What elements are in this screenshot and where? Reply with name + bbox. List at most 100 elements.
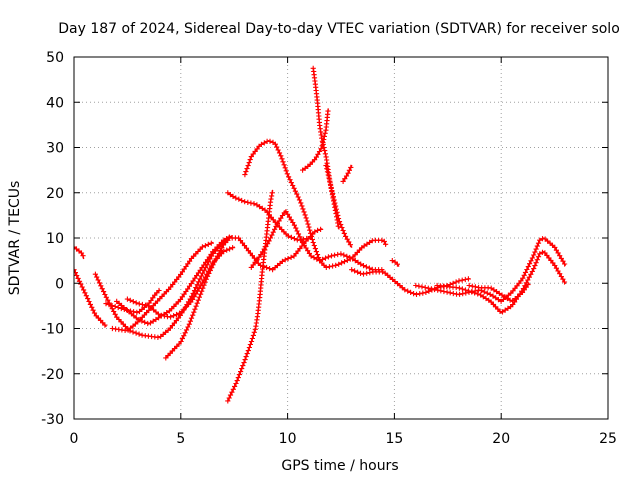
data-point: [343, 173, 350, 179]
data-point: [462, 276, 468, 283]
data-point: [136, 301, 142, 307]
data-point: [312, 229, 318, 235]
data-point: [194, 300, 200, 306]
data-point: [235, 375, 241, 381]
data-point: [274, 221, 280, 227]
data-point: [127, 297, 133, 303]
data-point: [408, 289, 414, 295]
data-point: [292, 188, 298, 194]
data-point: [188, 281, 194, 287]
data-point: [349, 267, 355, 273]
data-point: [219, 245, 225, 251]
data-point: [524, 266, 530, 273]
data-point: [555, 250, 561, 256]
x-tick-label: 10: [279, 431, 297, 447]
data-point: [363, 264, 369, 270]
data-point: [251, 201, 257, 207]
data-point: [155, 311, 161, 317]
data-point: [325, 172, 331, 178]
data-point: [526, 274, 532, 280]
data-point: [109, 303, 115, 309]
data-point: [347, 242, 353, 248]
data-point: [425, 285, 431, 291]
data-point: [239, 366, 245, 372]
data-point: [339, 224, 345, 231]
data-point: [74, 270, 78, 276]
data-point: [502, 294, 508, 300]
data-point: [87, 301, 93, 307]
plot-area: [74, 65, 568, 404]
data-point: [533, 260, 539, 266]
data-point: [242, 199, 248, 205]
data-point: [305, 221, 311, 227]
data-point: [528, 271, 534, 277]
data-point: [419, 284, 425, 290]
data-point: [102, 291, 108, 298]
data-point: [285, 233, 292, 239]
data-point: [205, 241, 211, 247]
data-point: [294, 191, 300, 197]
data-point: [355, 259, 361, 265]
data-point: [534, 243, 540, 249]
data-point: [285, 211, 291, 217]
data-point: [441, 288, 447, 295]
data-point: [185, 324, 191, 330]
data-point: [259, 249, 266, 255]
data-point: [192, 306, 198, 312]
data-point: [328, 184, 334, 190]
data-point: [344, 257, 350, 263]
data-point: [317, 258, 323, 264]
data-point: [469, 289, 475, 295]
data-point: [197, 267, 203, 273]
data-point: [460, 291, 466, 297]
data-point: [150, 318, 156, 324]
data-point: [520, 275, 526, 281]
data-point: [287, 177, 293, 183]
data-point: [329, 187, 335, 194]
data-point: [447, 290, 453, 296]
y-axis: -30 -20 -10 0 10 20 30 40 50: [41, 50, 64, 428]
data-point: [156, 287, 162, 294]
data-point: [310, 239, 316, 246]
data-point: [326, 175, 332, 181]
data-point: [190, 278, 196, 284]
data-point: [308, 253, 314, 259]
data-point: [532, 249, 538, 255]
data-point: [413, 291, 420, 297]
data-point: [276, 150, 283, 156]
data-point: [495, 297, 501, 303]
data-point: [188, 299, 194, 305]
data-point: [438, 288, 444, 294]
data-point: [249, 335, 255, 342]
data-point: [312, 246, 318, 252]
data-point: [304, 235, 310, 242]
y-tick-label: -20: [41, 367, 64, 383]
data-point: [193, 285, 199, 291]
data-point: [173, 311, 180, 318]
data-point: [241, 360, 247, 366]
data-point: [153, 316, 159, 323]
data-point: [469, 283, 475, 289]
data-point: [314, 256, 320, 262]
data-point: [333, 206, 339, 212]
data-point: [552, 244, 558, 250]
data-point: [196, 294, 202, 300]
data-point: [316, 148, 323, 155]
x-tick-label: 0: [70, 431, 79, 447]
data-point: [531, 252, 537, 258]
data-point: [529, 255, 535, 261]
data-point: [340, 227, 346, 234]
data-point: [246, 160, 252, 166]
data-point: [208, 251, 214, 257]
data-point: [379, 237, 385, 243]
data-point: [301, 242, 307, 248]
series-line: [227, 189, 274, 402]
data-point: [194, 273, 200, 279]
series-track-j: [242, 138, 389, 270]
series-track-b: [74, 267, 108, 328]
grid: [74, 57, 608, 419]
axis-ticks: [73, 56, 609, 420]
data-point: [417, 291, 423, 297]
data-point: [330, 191, 336, 197]
